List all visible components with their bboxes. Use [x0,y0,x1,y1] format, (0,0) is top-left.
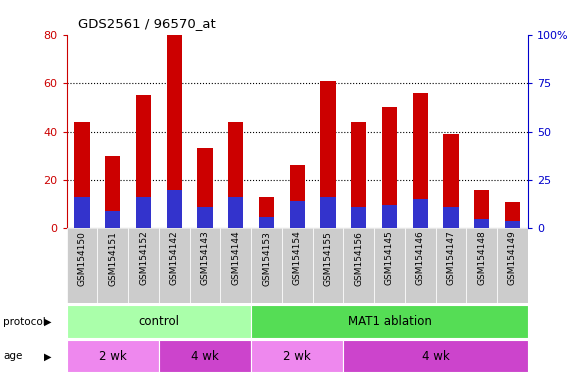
Text: protocol: protocol [3,317,46,327]
Text: 2 wk: 2 wk [99,350,126,362]
Text: GSM154150: GSM154150 [78,231,86,286]
Bar [412,199,428,228]
Text: ▶: ▶ [44,351,51,361]
Text: GSM154149: GSM154149 [508,231,517,285]
Bar [166,190,182,228]
Bar [74,122,90,228]
Bar [505,221,520,228]
Bar [313,228,343,303]
Bar [67,228,97,303]
Bar [228,197,244,228]
Bar [105,211,121,228]
Bar [259,217,274,228]
Text: GSM154147: GSM154147 [447,231,455,285]
Bar [505,202,520,228]
Bar [251,305,528,338]
Text: 2 wk: 2 wk [284,350,311,362]
Bar [405,228,436,303]
Text: 4 wk: 4 wk [191,350,219,362]
Bar [197,149,213,228]
Bar [443,134,459,228]
Bar [166,35,182,228]
Bar [128,228,159,303]
Text: GSM154152: GSM154152 [139,231,148,285]
Bar [105,156,121,228]
Bar [412,93,428,228]
Text: GSM154144: GSM154144 [231,231,240,285]
Text: control: control [139,315,179,328]
Bar [67,305,251,338]
Text: GSM154146: GSM154146 [416,231,425,285]
Bar [497,228,528,303]
Text: GSM154153: GSM154153 [262,231,271,286]
Text: GSM154142: GSM154142 [170,231,179,285]
Bar [289,201,305,228]
Bar [159,340,251,372]
Bar [74,197,90,228]
Bar [251,340,343,372]
Bar [136,95,151,228]
Bar [374,228,405,303]
Text: GSM154151: GSM154151 [108,231,117,286]
Bar [474,219,490,228]
Text: GSM154143: GSM154143 [201,231,209,285]
Bar [382,205,397,228]
Bar [190,228,220,303]
Bar [474,190,490,228]
Bar [97,228,128,303]
Bar [320,197,336,228]
Text: MAT1 ablation: MAT1 ablation [347,315,432,328]
Bar [67,340,159,372]
Bar [259,197,274,228]
Text: GSM154154: GSM154154 [293,231,302,285]
Bar [282,228,313,303]
Bar [351,207,367,228]
Bar [466,228,497,303]
Bar [443,207,459,228]
Bar [289,166,305,228]
Text: GSM154148: GSM154148 [477,231,486,285]
Bar [382,107,397,228]
Bar [320,81,336,228]
Bar [220,228,251,303]
Text: ▶: ▶ [44,317,51,327]
Bar [343,340,528,372]
Text: GDS2561 / 96570_at: GDS2561 / 96570_at [78,17,216,30]
Text: age: age [3,351,22,361]
Bar [159,228,190,303]
Text: GSM154156: GSM154156 [354,231,363,286]
Bar [351,122,367,228]
Bar [436,228,466,303]
Text: 4 wk: 4 wk [422,350,450,362]
Bar [251,228,282,303]
Text: GSM154145: GSM154145 [385,231,394,285]
Text: GSM154155: GSM154155 [324,231,332,286]
Bar [228,122,244,228]
Bar [136,197,151,228]
Bar [197,207,213,228]
Bar [343,228,374,303]
